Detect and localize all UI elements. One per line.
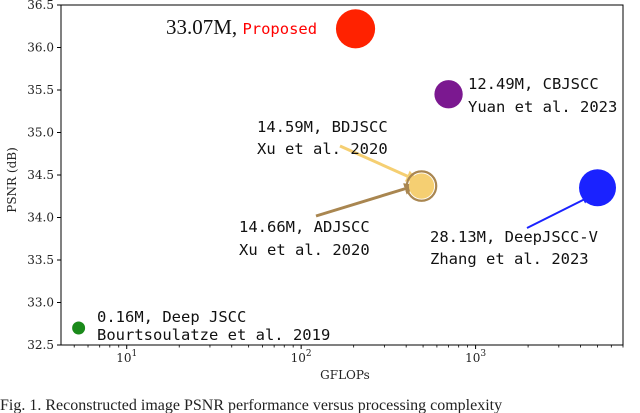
x-axis-title: GFLOPs [320, 368, 370, 382]
y-tick-label: 35.5 [27, 83, 54, 97]
data-markers [72, 9, 617, 335]
y-axis-title: PSNR (dB) [5, 147, 19, 213]
annotation-arrows [315, 144, 591, 229]
label-adjscc-line: Xu et al. 2020 [239, 241, 370, 259]
arrow-adjscc [315, 183, 417, 218]
label-proposed: 33.07M, Proposed [166, 15, 317, 39]
label-deepjscc-v-line: 28.13M, DeepJSCC-V [430, 228, 598, 246]
marker-cbjscc [434, 80, 463, 109]
y-tick-label: 35.0 [27, 126, 54, 140]
x-tick-exponent: 1 [131, 349, 137, 359]
x-tick-exponent: 2 [306, 349, 312, 359]
plot-frame [60, 4, 624, 346]
marker-proposed [335, 9, 376, 49]
label-proposed-params: 33.07M, [166, 15, 242, 39]
arrow-bdjscc [339, 144, 419, 182]
label-deep-jscc-line: 0.16M, Deep JSCC [97, 308, 246, 326]
x-tick-label: 102 [291, 349, 312, 365]
label-adjscc-line: 14.66M, ADJSCC [239, 218, 370, 236]
marker-deep-jscc [72, 321, 86, 335]
marker-bdjscc [408, 173, 435, 199]
marker-adjscc [405, 170, 438, 202]
label-bdjscc-line: 14.59M, BDJSCC [257, 118, 388, 136]
x-tick-base: 10 [465, 351, 480, 365]
y-tick-label: 36.5 [27, 0, 54, 12]
x-tick-label: 101 [116, 349, 137, 365]
label-proposed-name: Proposed [242, 20, 317, 38]
arrow-deepjscc-v [526, 196, 591, 229]
x-tick-exponent: 3 [480, 349, 486, 359]
x-tick-base: 10 [116, 351, 131, 365]
label-deep-jscc-line: Bourtsoulatze et al. 2019 [97, 326, 330, 344]
y-tick-label: 33.0 [27, 296, 54, 310]
x-tick-label: 103 [465, 349, 486, 365]
y-tick-label: 34.5 [27, 168, 54, 182]
y-tick-label: 36.0 [27, 41, 54, 55]
y-tick-label: 33.5 [27, 253, 54, 267]
y-tick-label: 32.5 [27, 338, 54, 352]
label-cbjscc-line: Yuan et al. 2023 [468, 98, 617, 116]
annotation-labels: 33.07M, Proposed 12.49M, CBJSCC Yuan et al… [97, 15, 617, 344]
figure-caption: Fig. 1. Reconstructed image PSNR perform… [0, 397, 503, 413]
x-tick-base: 10 [291, 351, 306, 365]
label-deepjscc-v-line: Zhang et al. 2023 [430, 250, 589, 268]
marker-deepjscc-v [579, 169, 617, 207]
y-tick-label: 34.0 [27, 211, 54, 225]
label-cbjscc-line: 12.49M, CBJSCC [468, 75, 599, 93]
label-bdjscc-line: Xu et al. 2020 [257, 140, 388, 158]
